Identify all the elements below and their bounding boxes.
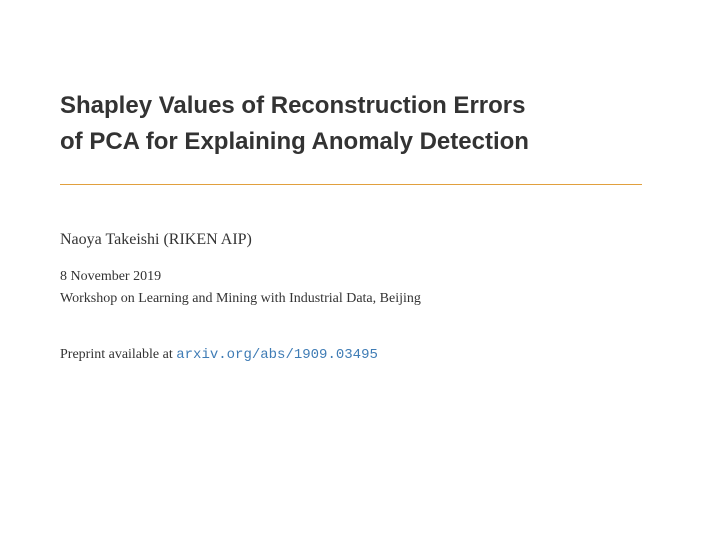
author-line: Naoya Takeishi (RIKEN AIP) <box>60 231 660 249</box>
slide-title: Shapley Values of Reconstruction Errors … <box>60 88 660 160</box>
slide-container: Shapley Values of Reconstruction Errors … <box>0 0 720 541</box>
preprint-link[interactable]: arxiv.org/abs/1909.03495 <box>176 347 378 363</box>
preprint-line: Preprint available at arxiv.org/abs/1909… <box>60 347 660 363</box>
date-line: 8 November 2019 <box>60 269 660 285</box>
title-line-1: Shapley Values of Reconstruction Errors <box>60 88 660 124</box>
title-line-2: of PCA for Explaining Anomaly Detection <box>60 124 660 160</box>
horizontal-rule <box>60 184 642 185</box>
workshop-line: Workshop on Learning and Mining with Ind… <box>60 291 660 307</box>
preprint-prefix: Preprint available at <box>60 347 176 362</box>
